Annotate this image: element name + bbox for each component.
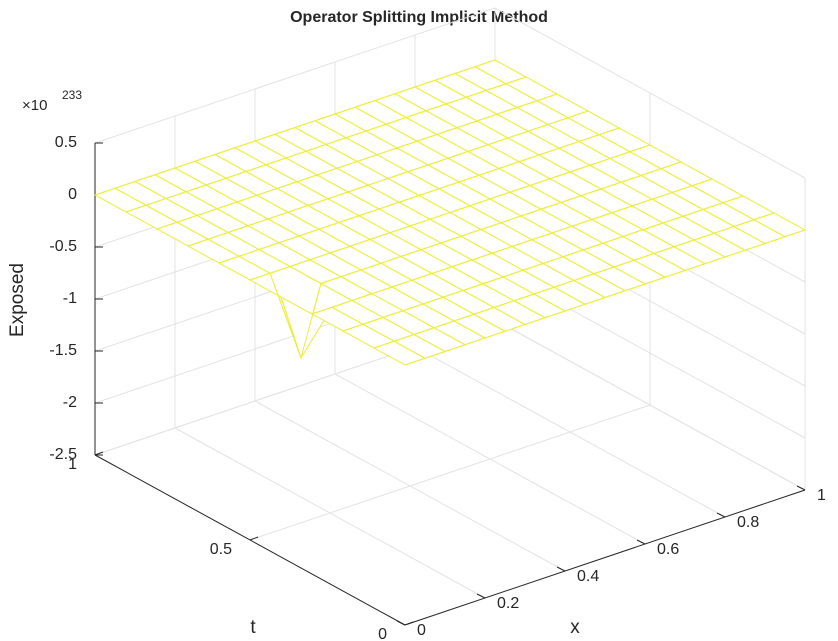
tick-mark — [716, 512, 726, 518]
z-tick-label: 0 — [68, 186, 77, 203]
z-tick-label: 0.5 — [55, 134, 77, 151]
grid-line — [494, 7, 806, 179]
tick-mark — [249, 536, 259, 541]
surface-row — [404, 229, 806, 366]
tick-mark — [476, 593, 486, 599]
x-tick-label: 1 — [817, 487, 826, 504]
x-tick-label: 0.8 — [737, 514, 759, 531]
surface-row — [342, 195, 744, 332]
t-tick-label: 0 — [378, 626, 387, 641]
surface-row — [373, 212, 775, 349]
surface-row — [311, 178, 713, 315]
z-axis-label: Exposed — [7, 263, 28, 337]
z-tick-label: -1 — [63, 290, 77, 307]
tick-mark — [94, 451, 104, 456]
surface-row — [156, 93, 558, 230]
surface-row — [249, 144, 651, 281]
x-tick-label: 0.2 — [497, 595, 519, 612]
z-tick-label: -1.5 — [49, 342, 77, 359]
z-tick-label: -2.5 — [49, 446, 77, 463]
chart-title: Operator Splitting Implicit Method — [290, 9, 548, 26]
tick-mark — [404, 621, 414, 626]
z-scale-label: ×10 — [22, 97, 47, 114]
tick-mark — [396, 620, 406, 626]
z-scale-exponent: 233 — [62, 88, 82, 102]
tick-mark — [796, 485, 806, 491]
surface-row — [218, 127, 620, 264]
t-tick-label: 1 — [68, 456, 77, 473]
surface-row — [94, 59, 496, 196]
tick-mark — [636, 539, 646, 545]
x-axis-label: x — [570, 617, 580, 638]
x-tick-label: 0.6 — [657, 541, 679, 558]
z-tick-label: -0.5 — [49, 238, 77, 255]
surface-row — [187, 110, 589, 247]
surface-row — [125, 76, 527, 213]
axis-line — [404, 489, 806, 626]
surface-row — [280, 161, 682, 360]
x-tick-label: 0.4 — [577, 568, 599, 585]
grid-line — [494, 319, 806, 491]
x-tick-label: 0 — [417, 622, 426, 639]
grid-line — [94, 7, 496, 144]
tick-mark — [556, 566, 566, 572]
t-axis-label: t — [250, 617, 256, 638]
grid-line — [249, 404, 651, 541]
t-tick-label: 0.5 — [210, 541, 232, 558]
z-tick-label: -2 — [63, 394, 77, 411]
